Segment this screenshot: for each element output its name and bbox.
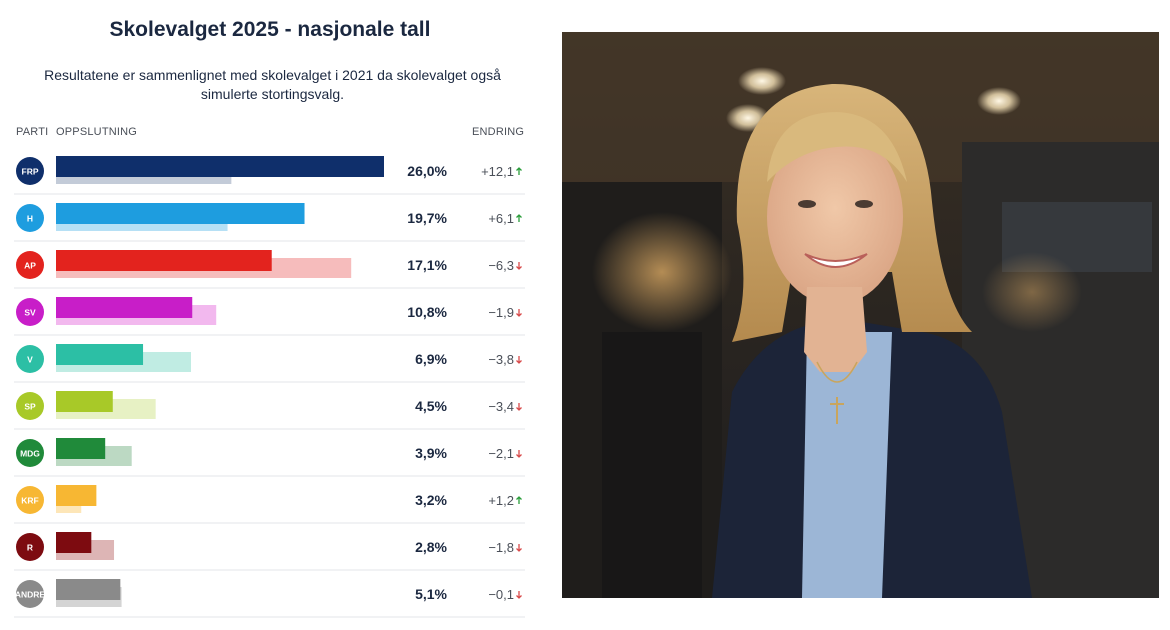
party-badge bbox=[16, 580, 44, 608]
bar-current bbox=[56, 250, 272, 271]
bar-current bbox=[56, 532, 92, 553]
party-badge-label: V bbox=[27, 355, 33, 365]
portrait-photo bbox=[562, 32, 1159, 598]
bar-current bbox=[56, 203, 305, 224]
change-label: −3,4 bbox=[488, 399, 514, 414]
arrow-down-icon bbox=[516, 356, 522, 364]
party-badge-label: KRF bbox=[21, 496, 38, 506]
party-badge-label: SV bbox=[24, 308, 36, 318]
arrow-up-icon bbox=[516, 496, 522, 504]
value-label: 3,9% bbox=[415, 445, 447, 461]
party-badge bbox=[16, 345, 44, 373]
change-label: +12,1 bbox=[481, 164, 514, 179]
party-badge-label: FRP bbox=[22, 167, 39, 177]
bar-current bbox=[56, 156, 384, 177]
value-label: 5,1% bbox=[415, 586, 447, 602]
party-badge bbox=[16, 486, 44, 514]
column-header-change: ENDRING bbox=[472, 126, 525, 138]
change-label: −2,1 bbox=[488, 446, 514, 461]
change-label: −1,8 bbox=[488, 540, 514, 555]
bar-current bbox=[56, 391, 113, 412]
party-badge bbox=[16, 533, 44, 561]
party-badge-label: AP bbox=[24, 261, 36, 271]
change-label: +1,2 bbox=[488, 493, 514, 508]
column-header-share: OPPSLUTNING bbox=[56, 126, 138, 138]
arrow-up-icon bbox=[516, 167, 522, 175]
column-header-party: PARTI bbox=[16, 126, 49, 138]
party-badge-label: SP bbox=[24, 402, 36, 412]
party-badge-label: MDG bbox=[20, 449, 40, 459]
party-badge bbox=[16, 439, 44, 467]
arrow-down-icon bbox=[516, 403, 522, 411]
arrow-down-icon bbox=[516, 309, 522, 317]
chart-panel: Skolevalget 2025 - nasjonale tall Result… bbox=[0, 0, 545, 630]
value-label: 6,9% bbox=[415, 351, 447, 367]
chart-title: Skolevalget 2025 - nasjonale tall bbox=[109, 18, 431, 41]
party-badge bbox=[16, 157, 44, 185]
bar-current bbox=[56, 485, 97, 506]
arrow-down-icon bbox=[516, 544, 522, 552]
change-label: +6,1 bbox=[488, 211, 514, 226]
bar-current bbox=[56, 297, 193, 318]
value-label: 17,1% bbox=[407, 257, 447, 273]
value-label: 26,0% bbox=[407, 163, 447, 179]
change-label: −0,1 bbox=[488, 587, 514, 602]
party-badge bbox=[16, 204, 44, 232]
arrow-up-icon bbox=[516, 214, 522, 222]
value-label: 3,2% bbox=[415, 492, 447, 508]
arrow-down-icon bbox=[516, 262, 522, 270]
change-label: −1,9 bbox=[488, 305, 514, 320]
change-label: −3,8 bbox=[488, 352, 514, 367]
party-badge-label: ANDRE bbox=[15, 590, 46, 600]
bar-current bbox=[56, 438, 106, 459]
value-label: 4,5% bbox=[415, 398, 447, 414]
party-badge-label: H bbox=[27, 214, 33, 224]
arrow-down-icon bbox=[516, 450, 522, 458]
party-badge bbox=[16, 251, 44, 279]
bar-chart: FRP 26,0% +12,1 H 19,7% +6,1 AP 17,1% −6,3 SV 10,8… bbox=[14, 156, 525, 618]
bar-current bbox=[56, 579, 121, 600]
bar-current bbox=[56, 344, 144, 365]
change-label: −6,3 bbox=[488, 258, 514, 273]
value-label: 10,8% bbox=[407, 304, 447, 320]
value-label: 2,8% bbox=[415, 539, 447, 555]
party-badge bbox=[16, 298, 44, 326]
arrow-down-icon bbox=[516, 591, 522, 599]
party-badge-label: R bbox=[27, 543, 33, 553]
value-label: 19,7% bbox=[407, 210, 447, 226]
chart-subtitle: Resultatene er sammenlignet med skoleval… bbox=[44, 67, 501, 102]
party-badge bbox=[16, 392, 44, 420]
